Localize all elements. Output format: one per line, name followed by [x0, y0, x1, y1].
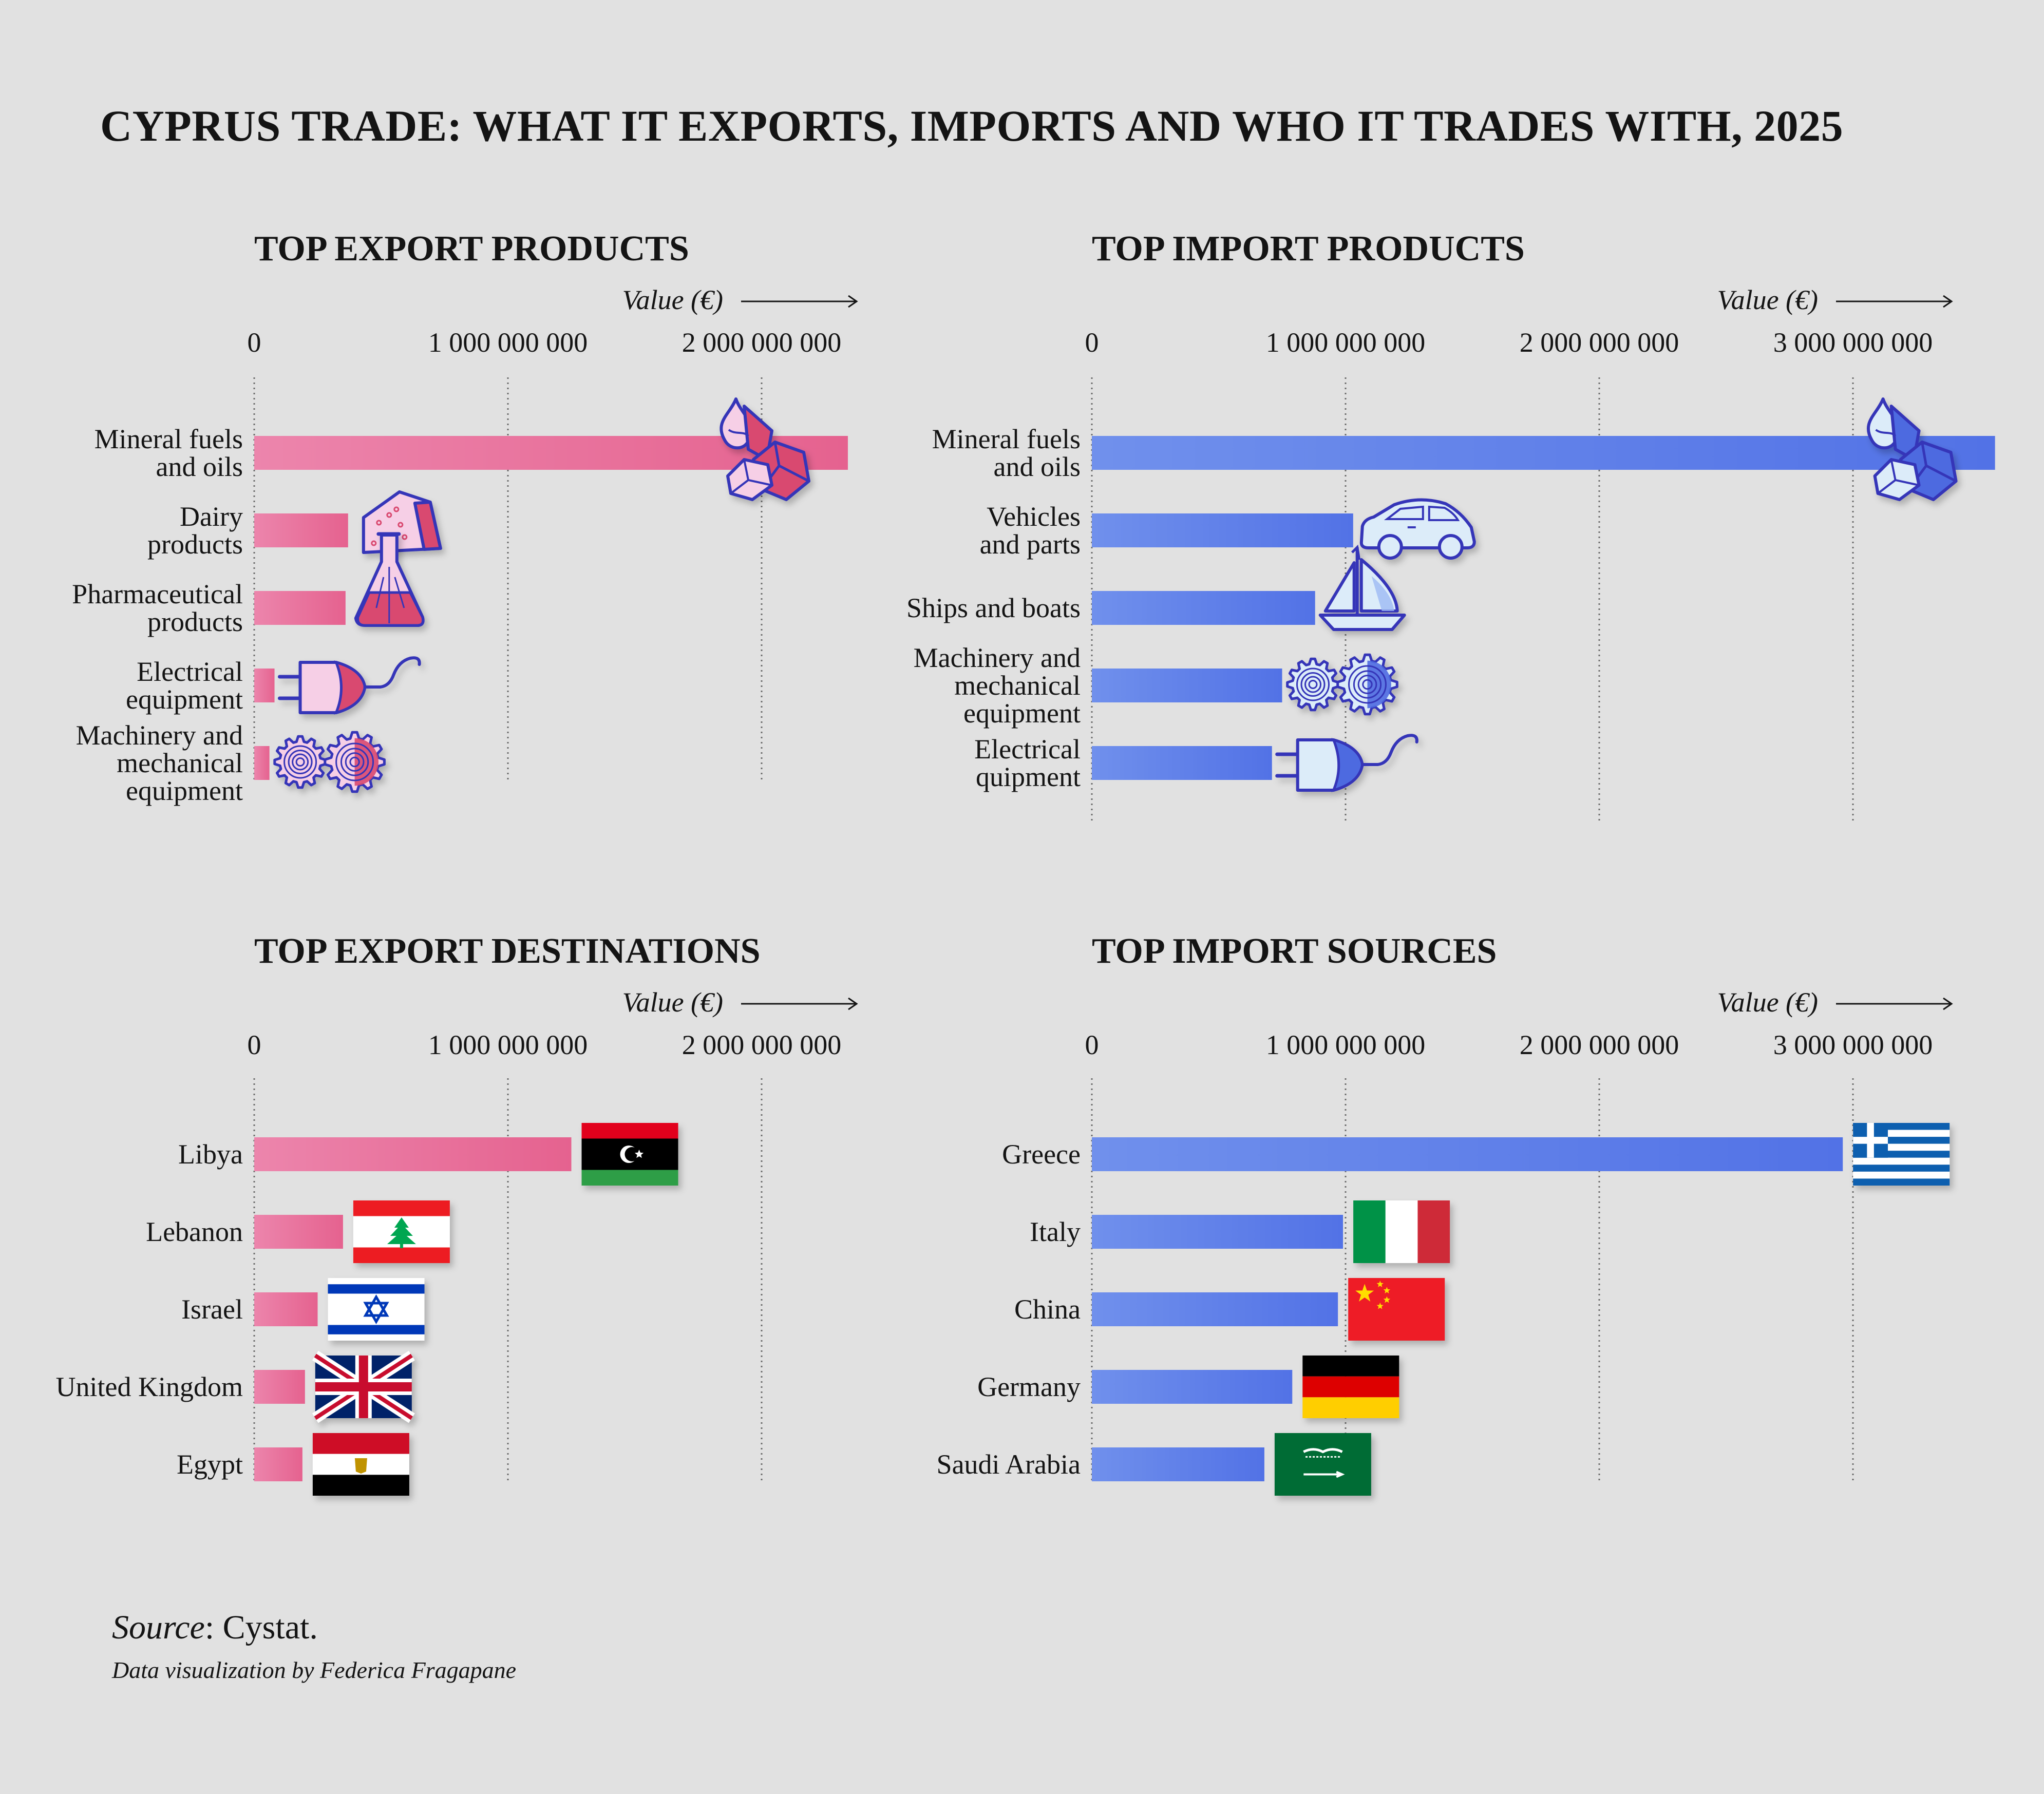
axis-label: Value (€) [622, 284, 723, 315]
libya-flag-icon [581, 1123, 678, 1186]
category-label: Electrical quipment [974, 734, 1081, 792]
tick-label: 0 [1085, 1029, 1099, 1060]
bar [1092, 669, 1282, 702]
cheese-icon [362, 490, 442, 554]
tick-label: 3 000 000 000 [1773, 1029, 1933, 1060]
axis-arrow [741, 295, 858, 308]
category-label: Dairy products [147, 501, 243, 560]
chart-panel-1: TOP EXPORT PRODUCTS Value (€) 0 1 000 000 0… [72, 229, 858, 806]
category-label: Pharmaceutical products [72, 579, 243, 637]
bar [254, 1370, 305, 1404]
israel-flag-icon [328, 1278, 425, 1341]
tick-label: 1 000 000 000 [1266, 1029, 1426, 1060]
mineral-fuels-icon [1867, 397, 1958, 501]
egypt-flag-icon [312, 1433, 409, 1496]
category-label: Germany [977, 1371, 1081, 1402]
chart-panel-4: TOP IMPORT SOURCES Value (€) 0 1 000 000 00… [937, 931, 1953, 1496]
category-label: Mineral fuels and oils [932, 424, 1081, 482]
category-label: Libya [178, 1139, 243, 1170]
axis-label: Value (€) [1717, 284, 1818, 315]
tick-label: 1 000 000 000 [428, 327, 588, 358]
category-label: Israel [181, 1294, 243, 1325]
tick-label: 2 000 000 000 [1520, 1029, 1679, 1060]
panel-title: TOP IMPORT PRODUCTS [1092, 229, 1525, 269]
panel-title: TOP EXPORT PRODUCTS [254, 229, 689, 269]
main-title: CYPRUS TRADE: WHAT IT EXPORTS, IMPORTS A… [100, 101, 1844, 150]
italy-flag-icon [1353, 1200, 1450, 1263]
category-label: Mineral fuels and oils [94, 424, 243, 482]
chart-panel-3: TOP EXPORT DESTINATIONS Value (€) 0 1 000 0… [56, 931, 858, 1496]
tick-label: 2 000 000 000 [1520, 327, 1679, 358]
axis-arrow [741, 997, 858, 1010]
bar [254, 1447, 302, 1481]
panel-title: TOP IMPORT SOURCES [1092, 931, 1497, 971]
bar [1092, 1215, 1343, 1249]
bar [254, 513, 348, 547]
category-label: Italy [1030, 1216, 1081, 1247]
germany-flag-icon [1302, 1356, 1399, 1418]
bar [1092, 513, 1353, 547]
mineral-fuels-icon [720, 397, 810, 501]
category-label: China [1014, 1294, 1081, 1325]
bar [254, 591, 346, 625]
tick-label: 0 [248, 1029, 261, 1060]
tick-label: 1 000 000 000 [428, 1029, 588, 1060]
source-value: : Cystat. [204, 1609, 318, 1646]
tick-label: 0 [248, 327, 261, 358]
plug-icon [278, 656, 421, 715]
source-note: Source: Cystat. [112, 1608, 318, 1647]
uk-flag-icon [312, 1350, 415, 1423]
bar [254, 669, 275, 702]
source-label: Source [112, 1609, 205, 1646]
bar [254, 1292, 318, 1326]
category-label: Machinery and mechanical equipment [914, 642, 1081, 729]
tick-label: 0 [1085, 327, 1099, 358]
bar [1092, 436, 1995, 470]
category-label: Greece [1002, 1139, 1081, 1170]
axis-label: Value (€) [622, 987, 723, 1018]
bar [1092, 746, 1272, 780]
category-label: United Kingdom [56, 1371, 243, 1402]
tick-label: 2 000 000 000 [682, 327, 842, 358]
bar [1092, 1292, 1338, 1326]
bar [1092, 1447, 1264, 1481]
lebanon-flag-icon [353, 1200, 450, 1263]
credit-note: Data visualization by Federica Fragapane [112, 1657, 516, 1683]
bar [254, 746, 270, 780]
china-flag-icon [1348, 1278, 1445, 1341]
category-label: Machinery and mechanical equipment [76, 720, 243, 806]
greece-flag-icon [1853, 1123, 1950, 1186]
axis-arrow [1836, 295, 1953, 308]
category-label: Ships and boats [906, 593, 1081, 623]
gears-icon [1286, 653, 1398, 716]
gears-icon [273, 731, 386, 793]
axis-label: Value (€) [1717, 987, 1818, 1018]
tick-label: 3 000 000 000 [1773, 327, 1933, 358]
saudi-arabia-flag-icon [1274, 1433, 1371, 1496]
bar [254, 1137, 572, 1171]
panel-title: TOP EXPORT DESTINATIONS [254, 931, 761, 971]
axis-arrow [1836, 997, 1953, 1010]
category-label: Saudi Arabia [937, 1449, 1081, 1480]
tick-label: 2 000 000 000 [682, 1029, 842, 1060]
bar [1092, 1137, 1843, 1171]
bar [1092, 1370, 1293, 1404]
chart-panel-2: TOP IMPORT PRODUCTS Value (€) 0 1 000 000 0… [906, 229, 1995, 824]
plug-icon [1275, 734, 1418, 792]
bar [254, 1215, 343, 1249]
car-icon [1359, 498, 1476, 560]
category-label: Egypt [177, 1449, 243, 1480]
sailboat-icon [1318, 544, 1406, 631]
category-label: Electrical equipment [126, 656, 243, 715]
tick-label: 1 000 000 000 [1266, 327, 1426, 358]
flask-icon [354, 532, 425, 627]
bar [1092, 591, 1315, 625]
category-label: Lebanon [146, 1216, 243, 1247]
category-label: Vehicles and parts [980, 501, 1081, 560]
